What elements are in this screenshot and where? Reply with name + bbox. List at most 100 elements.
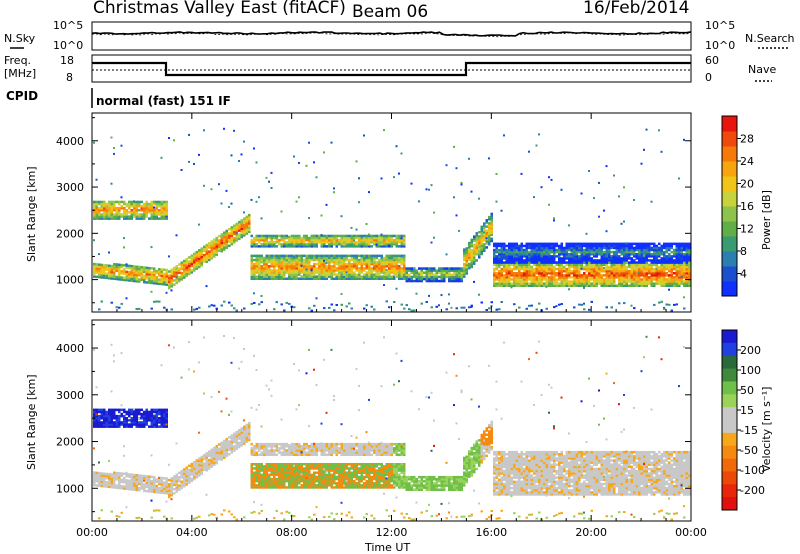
power-echo-cell	[240, 223, 243, 226]
power-echo-cell	[310, 273, 313, 276]
power-echo-cell	[548, 284, 551, 287]
power-echo-cell	[135, 215, 138, 218]
power-echo-cell	[535, 280, 538, 283]
power-echo-cell	[643, 254, 645, 257]
velocity-echo-cell	[168, 489, 171, 492]
velocity-echo-cell	[95, 471, 98, 475]
power-echo-cell	[253, 265, 256, 268]
power-echo-cell	[510, 244, 513, 248]
power-echo-cell	[565, 272, 568, 275]
power-echo-cell	[548, 269, 551, 273]
power-echo-cell	[160, 274, 163, 277]
power-echo-cell	[585, 250, 588, 254]
velocity-echo-cell	[123, 423, 126, 426]
power-echo-cell	[370, 245, 373, 248]
velocity-echo-cell	[173, 483, 176, 487]
power-echo-cell	[495, 263, 498, 267]
power-echo-cell	[320, 236, 323, 240]
power-echo-cell	[340, 234, 343, 238]
power-echo-cell	[493, 244, 496, 248]
power-echo-cell	[285, 241, 288, 244]
power-echo-cell	[603, 269, 606, 273]
velocity-echo-cell	[108, 483, 111, 486]
velocity-echo-cell	[108, 485, 111, 489]
power-echo-cell	[340, 269, 343, 272]
power-echo-cell	[383, 234, 386, 238]
power-echo-cell	[280, 275, 283, 278]
power-echo-cell	[218, 249, 221, 253]
power-echo-cell	[553, 269, 556, 273]
power-echo-cell	[570, 250, 573, 254]
power-echo-cell	[393, 176, 395, 179]
power-echo-cell	[503, 255, 506, 258]
power-echo-cell	[420, 302, 423, 305]
power-echo-cell	[620, 265, 623, 269]
power-echo-cell	[625, 255, 628, 258]
velocity-echo-cell	[200, 464, 203, 467]
power-echo-cell	[143, 209, 146, 212]
power-echo-cell	[185, 257, 188, 261]
power-echo-cell	[155, 276, 158, 279]
power-echo-cell	[603, 267, 605, 269]
power-echo-cell	[525, 255, 528, 258]
power-echo-cell	[290, 269, 293, 272]
power-echo-cell	[548, 265, 551, 269]
power-echo-cell	[353, 258, 356, 262]
y-tick-label: 3000	[56, 181, 84, 194]
velocity-echo-cell	[110, 390, 113, 393]
power-echo-cell	[348, 271, 351, 274]
power-echo-cell	[655, 250, 658, 254]
power-echo-cell	[643, 257, 646, 260]
power-echo-cell	[470, 261, 473, 264]
power-echo-cell	[473, 239, 476, 242]
power-echo-cell	[293, 243, 296, 246]
power-echo-cell	[670, 272, 673, 275]
power-echo-cell	[335, 275, 338, 278]
velocity-echo-cell	[160, 408, 163, 412]
power-echo-cell	[143, 271, 145, 274]
power-echo-cell	[215, 251, 218, 254]
power-echo-cell	[438, 269, 441, 272]
velocity-echo-cell	[250, 486, 253, 489]
power-echo-cell	[625, 248, 628, 252]
power-echo-cell	[533, 196, 535, 199]
power-echo-cell	[503, 276, 506, 279]
velocity-echo-cell	[248, 438, 251, 442]
power-echo-cell	[238, 160, 240, 162]
power-echo-cell	[358, 267, 361, 270]
power-echo-cell	[165, 275, 168, 278]
power-echo-cell	[415, 271, 418, 274]
power-echo-cell	[673, 259, 676, 262]
velocity-echo-cell	[128, 485, 131, 489]
power-echo-cell	[345, 262, 348, 266]
power-echo-cell	[495, 272, 498, 275]
power-echo-cell	[623, 284, 626, 287]
power-echo-cell	[100, 269, 103, 273]
power-echo-cell	[620, 284, 623, 287]
power-echo-cell	[460, 306, 463, 309]
velocity-echo-cell	[253, 451, 256, 454]
power-echo-cell	[340, 277, 343, 280]
power-echo-cell	[140, 274, 143, 277]
velocity-echo-cell	[210, 459, 213, 462]
power-echo-cell	[325, 234, 328, 238]
power-echo-cell	[130, 264, 133, 268]
power-echo-cell	[293, 273, 296, 276]
velocity-echo-cell	[180, 476, 183, 479]
power-echo-cell	[298, 262, 301, 266]
power-echo-cell	[470, 253, 473, 256]
power-echo-cell	[588, 259, 591, 262]
power-echo-cell	[683, 246, 686, 250]
velocity-echo-cell	[198, 470, 201, 473]
power-echo-cell	[270, 256, 273, 260]
power-echo-cell	[228, 238, 231, 241]
power-echo-cell	[223, 300, 226, 303]
power-echo-cell	[613, 244, 616, 248]
power-echo-cell	[483, 245, 486, 248]
power-echo-cell	[513, 244, 516, 248]
power-echo-cell	[285, 254, 288, 258]
power-echo-cell	[515, 284, 518, 287]
power-echo-cell	[403, 238, 406, 242]
power-echo-cell	[660, 272, 663, 275]
power-echo-cell	[660, 300, 663, 303]
